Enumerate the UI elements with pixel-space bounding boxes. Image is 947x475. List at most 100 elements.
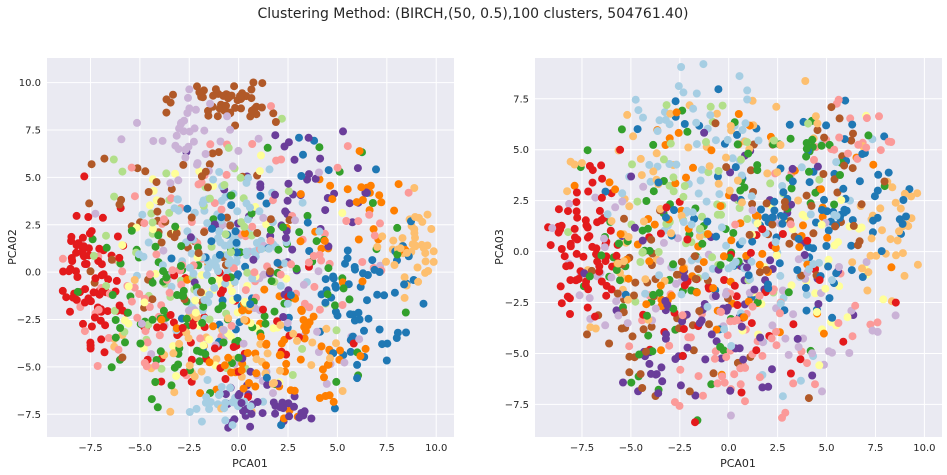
scatter-point bbox=[605, 339, 614, 348]
scatter-point bbox=[764, 284, 773, 293]
scatter-point bbox=[768, 213, 777, 222]
scatter-point bbox=[726, 386, 735, 395]
scatter-point bbox=[647, 235, 656, 244]
scatter-point bbox=[229, 264, 238, 273]
scatter-point bbox=[844, 149, 852, 158]
scatter-point bbox=[299, 150, 307, 159]
scatter-point bbox=[263, 349, 272, 358]
scatter-point bbox=[795, 243, 804, 252]
scatter-point bbox=[390, 288, 399, 297]
scatter-point bbox=[110, 306, 119, 315]
scatter-point bbox=[124, 308, 132, 317]
scatter-point bbox=[152, 178, 161, 187]
scatter-point bbox=[700, 128, 709, 137]
scatter-point bbox=[214, 305, 223, 314]
scatter-point bbox=[607, 285, 616, 294]
scatter-point bbox=[153, 403, 162, 412]
x-tick-label: 2.5 bbox=[280, 443, 296, 454]
scatter-point bbox=[117, 135, 126, 144]
scatter-point bbox=[682, 173, 690, 182]
scatter-point bbox=[78, 233, 87, 242]
scatter-point bbox=[689, 104, 698, 113]
scatter-point bbox=[643, 224, 652, 233]
scatter-point bbox=[148, 278, 157, 287]
scatter-point bbox=[323, 290, 332, 299]
scatter-point bbox=[113, 232, 122, 241]
scatter-point bbox=[215, 227, 224, 236]
scatter-point bbox=[162, 169, 171, 178]
scatter-point bbox=[124, 282, 133, 291]
scatter-point bbox=[650, 220, 659, 229]
scatter-point bbox=[753, 298, 762, 307]
y-tick-label: −5.0 bbox=[17, 362, 41, 373]
scatter-point bbox=[248, 140, 257, 148]
scatter-point bbox=[793, 266, 802, 274]
scatter-point bbox=[586, 323, 595, 332]
scatter-point bbox=[730, 193, 739, 202]
scatter-point bbox=[645, 359, 654, 368]
scatter-point bbox=[58, 286, 67, 295]
x-tick-label: 2.5 bbox=[770, 443, 786, 454]
scatter-point bbox=[299, 280, 308, 289]
y-tick-label: 7.5 bbox=[513, 94, 529, 105]
scatter-point bbox=[186, 233, 195, 242]
scatter-point bbox=[370, 265, 379, 274]
scatter-point bbox=[373, 290, 382, 299]
scatter-point bbox=[758, 249, 767, 258]
scatter-point bbox=[803, 359, 811, 368]
scatter-point bbox=[737, 155, 746, 164]
scatter-point bbox=[616, 230, 625, 239]
x-tick-label: 5.0 bbox=[819, 443, 835, 454]
scatter-point bbox=[115, 301, 124, 310]
scatter-point bbox=[717, 223, 726, 232]
scatter-point bbox=[623, 110, 632, 119]
scatter-point bbox=[168, 266, 177, 275]
scatter-point bbox=[329, 272, 338, 281]
scatter-point bbox=[787, 200, 796, 209]
x-axis-label: PCA01 bbox=[720, 457, 756, 470]
y-tick-label: 5.0 bbox=[25, 173, 41, 184]
scatter-point bbox=[182, 314, 191, 323]
scatter-point bbox=[312, 237, 321, 246]
scatter-point bbox=[875, 112, 883, 121]
scatter-point bbox=[886, 235, 895, 244]
scatter-point bbox=[62, 293, 71, 302]
scatter-point bbox=[234, 353, 243, 362]
scatter-point bbox=[667, 229, 675, 238]
scatter-point bbox=[600, 234, 608, 243]
scatter-point bbox=[645, 160, 654, 169]
scatter-point bbox=[329, 397, 338, 406]
scatter-point bbox=[127, 226, 136, 235]
scatter-point bbox=[696, 176, 705, 185]
scatter-point bbox=[743, 95, 752, 104]
scatter-point bbox=[73, 287, 82, 296]
scatter-point bbox=[219, 326, 228, 334]
scatter-point bbox=[86, 267, 95, 276]
scatter-point bbox=[639, 217, 648, 226]
scatter-point bbox=[266, 215, 275, 224]
scatter-point bbox=[731, 258, 740, 266]
scatter-point bbox=[148, 225, 157, 234]
scatter-point bbox=[898, 219, 907, 228]
scatter-point bbox=[217, 383, 226, 391]
y-tick-label: −2.5 bbox=[505, 298, 529, 309]
scatter-point bbox=[642, 197, 651, 205]
scatter-point bbox=[378, 340, 387, 349]
scatter-point bbox=[870, 192, 879, 201]
scatter-point bbox=[220, 181, 229, 189]
scatter-point bbox=[370, 231, 379, 240]
scatter-point bbox=[81, 285, 90, 294]
y-tick-label: −5.0 bbox=[505, 349, 529, 360]
scatter-point bbox=[234, 146, 243, 155]
scatter-point bbox=[226, 383, 235, 392]
scatter-point bbox=[731, 220, 740, 229]
scatter-point bbox=[162, 273, 171, 282]
scatter-point bbox=[711, 119, 720, 128]
scatter-point bbox=[245, 379, 253, 387]
x-tick-label: 10.0 bbox=[425, 443, 447, 454]
scatter-point bbox=[572, 188, 581, 197]
scatter-point bbox=[814, 300, 823, 308]
scatter-point bbox=[597, 277, 606, 286]
scatter-point bbox=[788, 177, 797, 186]
scatter-point bbox=[656, 229, 665, 238]
